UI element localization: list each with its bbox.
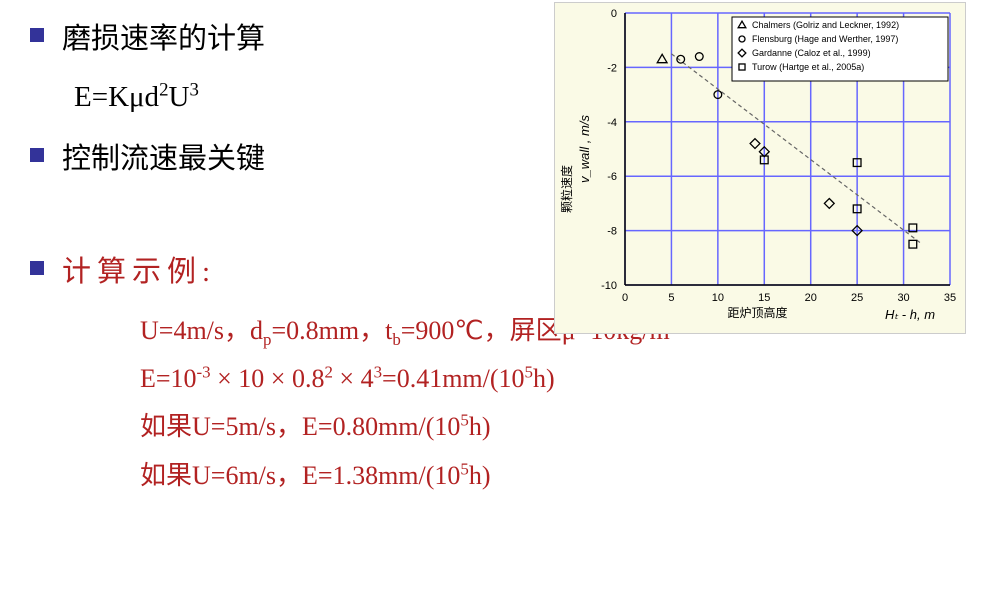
bullet-marker-icon bbox=[30, 148, 44, 162]
svg-text:v_wall , m/s: v_wall , m/s bbox=[577, 115, 592, 183]
svg-text:25: 25 bbox=[851, 292, 863, 304]
svg-text:-8: -8 bbox=[607, 226, 617, 238]
svg-text:-2: -2 bbox=[607, 62, 617, 74]
svg-text:15: 15 bbox=[758, 292, 770, 304]
svg-text:0: 0 bbox=[622, 292, 628, 304]
example-line-3: 如果U=5m/s，E=0.80mm/(105h) bbox=[140, 403, 970, 451]
svg-text:35: 35 bbox=[944, 292, 956, 304]
svg-text:距炉顶高度: 距炉顶高度 bbox=[727, 305, 787, 320]
svg-text:Chalmers (Golriz and Leckner,: Chalmers (Golriz and Leckner, 1992) bbox=[752, 20, 899, 30]
example-line-4: 如果U=6m/s，E=1.38mm/(105h) bbox=[140, 452, 970, 500]
svg-text:Gardanne (Caloz et al., 1999): Gardanne (Caloz et al., 1999) bbox=[752, 48, 871, 58]
example-line-2: E=10-3 × 10 × 0.82 × 43=0.41mm/(105h) bbox=[140, 355, 970, 403]
svg-text:-4: -4 bbox=[607, 117, 617, 129]
bullet-3-text: 计算示例: bbox=[62, 251, 216, 295]
bullet-marker-icon bbox=[30, 28, 44, 42]
scatter-chart: 0 5 10 15 20 25 30 35 0 -2 -4 -6 -8 -10 v_wall , m/s颗粒… bbox=[554, 2, 966, 334]
bullet-1-text: 磨损速率的计算 bbox=[62, 18, 265, 62]
bullet-2: 控制流速最关键 bbox=[30, 138, 570, 182]
svg-text:20: 20 bbox=[805, 292, 817, 304]
bullet-marker-icon bbox=[30, 261, 44, 275]
svg-text:Hₜ - h, m: Hₜ - h, m bbox=[885, 307, 935, 322]
svg-text:-6: -6 bbox=[607, 171, 617, 183]
svg-text:Turow (Hartge et al., 200: Turow (Hartge et al., 2005a) bbox=[752, 62, 864, 72]
svg-text:-10: -10 bbox=[601, 280, 617, 292]
bullet-2-text: 控制流速最关键 bbox=[62, 138, 265, 182]
svg-text:Flensburg (Hage and Werther, 1: Flensburg (Hage and Werther, 1997) bbox=[752, 34, 898, 44]
svg-text:30: 30 bbox=[897, 292, 909, 304]
svg-text:0: 0 bbox=[611, 8, 617, 20]
svg-text:10: 10 bbox=[712, 292, 724, 304]
bullet-3: 计算示例: bbox=[30, 251, 570, 295]
example-block: U=4m/s，dp=0.8mm，tb=900℃，屏区μ=10kg/m3 E=10… bbox=[140, 307, 970, 500]
svg-text:5: 5 bbox=[668, 292, 674, 304]
svg-text:颗粒速度: 颗粒速度 bbox=[559, 165, 574, 213]
formula-line: E=Kμd2U3 bbox=[74, 74, 570, 120]
bullet-1: 磨损速率的计算 bbox=[30, 18, 570, 62]
